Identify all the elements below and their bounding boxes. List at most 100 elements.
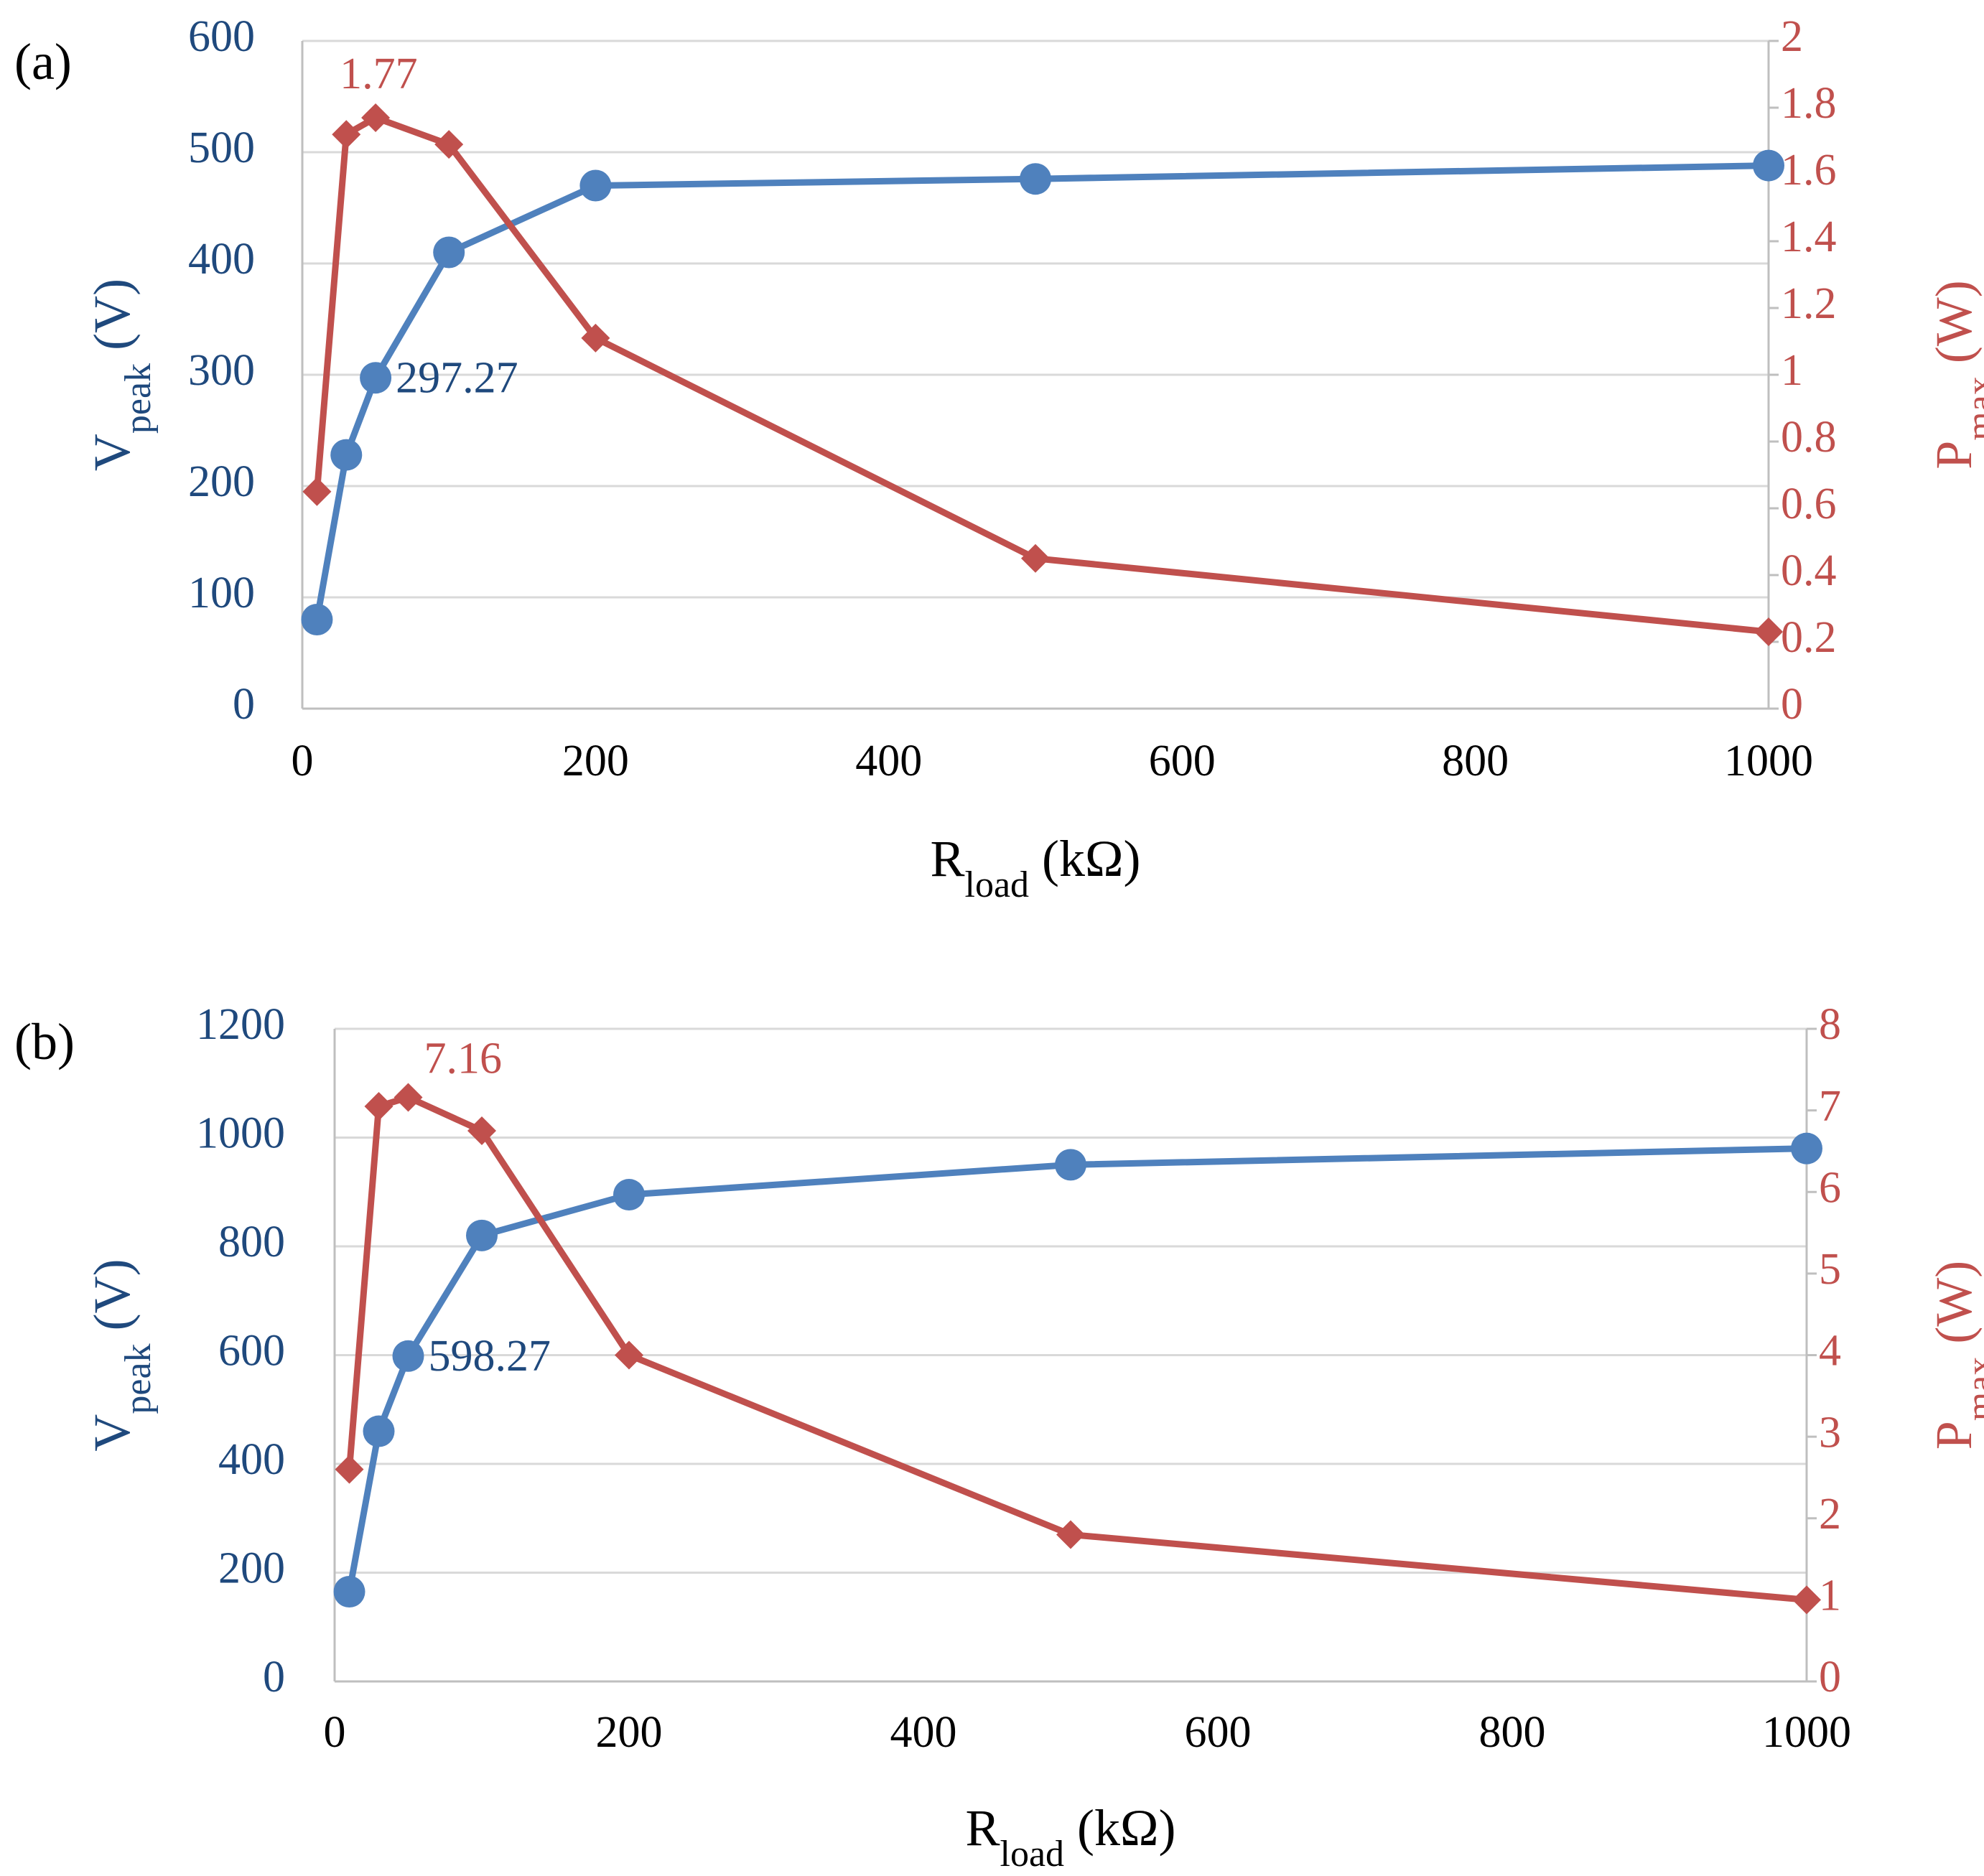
vpeak-point — [1020, 163, 1051, 195]
y-right-tick-label: 1.8 — [1781, 79, 1837, 128]
vpeak-point — [1753, 149, 1784, 182]
y-right-axis-title-sub: max — [1960, 376, 1984, 441]
y-right-tick-label: 8 — [1819, 1000, 1841, 1049]
y-right-axis-title-main: P — [1925, 441, 1983, 470]
y-right-tick-label: 0.8 — [1781, 413, 1837, 462]
y-left-tick-label: 200 — [188, 457, 255, 506]
x-axis-title-sub: load — [1000, 1834, 1065, 1875]
x-axis-title-unit: (kΩ) — [1064, 1799, 1175, 1857]
pmax-point — [361, 103, 391, 132]
y-left-axis-title: Vpeak (V) — [83, 279, 159, 471]
x-tick-label: 400 — [890, 1708, 957, 1757]
vpeak-point — [579, 169, 612, 202]
x-axis-title-unit: (kΩ) — [1029, 830, 1140, 887]
y-right-tick-label: 7 — [1819, 1082, 1841, 1131]
y-right-tick-label: 0.6 — [1781, 480, 1837, 528]
y-left-tick-label: 500 — [188, 123, 255, 172]
y-right-tick-label: 0 — [1781, 680, 1803, 729]
panel-label: (a) — [14, 33, 72, 90]
vpeak-point — [363, 1415, 395, 1447]
y-left-tick-label: 1200 — [196, 1000, 285, 1049]
x-tick-label: 200 — [562, 737, 629, 785]
chart-panel-a: 0 100 200 300 400 500 600 0 0.2 0.4 0.6 0.8 1 1.2 1.4 1… — [14, 12, 1984, 905]
y-right-axis-title: Pmax (W) — [1925, 280, 1984, 470]
y-left-axis-title-main: V — [83, 1414, 141, 1452]
x-tick-label: 0 — [324, 1708, 346, 1757]
y-left-tick-label: 800 — [218, 1218, 285, 1266]
pmax-point — [467, 1116, 496, 1146]
pmax-point — [335, 1455, 364, 1484]
x-tick-label: 600 — [1149, 737, 1216, 785]
y-left-axis-title-sub: peak — [118, 363, 159, 434]
vpeak-point — [613, 1179, 645, 1211]
y-right-tick-label: 1 — [1819, 1572, 1841, 1620]
y-right-axis-title: Pmax (W) — [1925, 1261, 1984, 1450]
vpeak-point — [330, 439, 363, 471]
pmax-point — [581, 323, 610, 353]
x-tick-label: 400 — [855, 737, 922, 785]
vpeak-point — [433, 236, 465, 269]
y-left-tick-label: 400 — [218, 1435, 285, 1484]
y-left-tick-label: 600 — [218, 1327, 285, 1376]
vpeak-point — [466, 1219, 498, 1251]
y-right-tick-label: 0.4 — [1781, 546, 1837, 595]
vpeak-point — [392, 1340, 424, 1372]
y-left-tick-label: 1000 — [196, 1109, 285, 1158]
y-right-tick-label: 0 — [1819, 1653, 1841, 1702]
y-right-tick-label: 2 — [1819, 1490, 1841, 1539]
pmax-point — [302, 477, 332, 506]
pmax-point — [1056, 1520, 1085, 1549]
x-tick-label: 1000 — [1724, 737, 1813, 785]
y-right-tick-label: 1.2 — [1781, 279, 1837, 328]
pmax-point — [332, 120, 361, 149]
vpeak-data-label: 598.27 — [429, 1332, 551, 1381]
y-left-tick-label: 0 — [263, 1653, 285, 1702]
y-left-axis-title-sub: peak — [118, 1343, 159, 1414]
vpeak-point — [301, 604, 333, 635]
x-axis-title-sub: load — [965, 864, 1030, 905]
y-right-tick-label: 6 — [1819, 1163, 1841, 1212]
x-tick-label: 200 — [596, 1708, 663, 1757]
x-tick-label: 1000 — [1762, 1708, 1851, 1757]
y-left-axis-title-unit: (V) — [83, 1259, 141, 1343]
x-axis-title-main: R — [930, 830, 964, 887]
x-axis-title: Rload (kΩ) — [965, 1799, 1175, 1875]
y-right-axis-title-unit: (W) — [1925, 280, 1983, 376]
y-right-tick-label: 1.4 — [1781, 213, 1837, 261]
y-left-tick-label: 600 — [188, 12, 255, 61]
y-right-tick-label: 3 — [1819, 1408, 1841, 1457]
chart-panel-b: 0 200 400 600 800 1000 1200 0 1 2 3 4 5 6 7 8 0 200 400 600… — [14, 1000, 1984, 1874]
pmax-point — [1021, 543, 1050, 573]
pmax-point — [364, 1091, 393, 1121]
vpeak-data-label: 297.27 — [396, 353, 518, 402]
y-right-tick-label: 5 — [1819, 1245, 1841, 1294]
vpeak-point — [1791, 1132, 1822, 1165]
y-left-tick-label: 200 — [218, 1544, 285, 1593]
y-left-tick-label: 0 — [233, 680, 255, 729]
x-tick-label: 0 — [292, 737, 314, 785]
y-right-tick-label: 0.2 — [1781, 613, 1837, 662]
x-tick-label: 800 — [1442, 737, 1509, 785]
y-right-tick-label: 4 — [1819, 1327, 1841, 1376]
pmax-point — [615, 1340, 643, 1370]
y-right-axis-title-unit: (W) — [1925, 1261, 1983, 1357]
panel-label: (b) — [14, 1013, 75, 1070]
x-axis-title-main: R — [965, 1799, 1000, 1857]
vpeak-point — [360, 362, 392, 394]
y-right-tick-label: 2 — [1781, 12, 1803, 61]
vpeak-point — [1055, 1149, 1086, 1181]
vpeak-point — [333, 1576, 365, 1608]
y-left-axis-title-main: V — [83, 434, 141, 471]
pmax-point — [393, 1083, 423, 1112]
y-left-axis-title-unit: (V) — [83, 279, 141, 363]
y-left-axis-title: Vpeak (V) — [83, 1259, 159, 1451]
pmax-point — [1792, 1585, 1821, 1615]
y-right-axis-title-main: P — [1925, 1421, 1983, 1450]
y-left-tick-label: 300 — [188, 346, 255, 395]
y-left-tick-label: 100 — [188, 569, 255, 617]
y-right-tick-label: 1.6 — [1781, 146, 1837, 195]
y-right-tick-label: 1 — [1781, 346, 1803, 395]
x-tick-label: 600 — [1185, 1708, 1252, 1757]
